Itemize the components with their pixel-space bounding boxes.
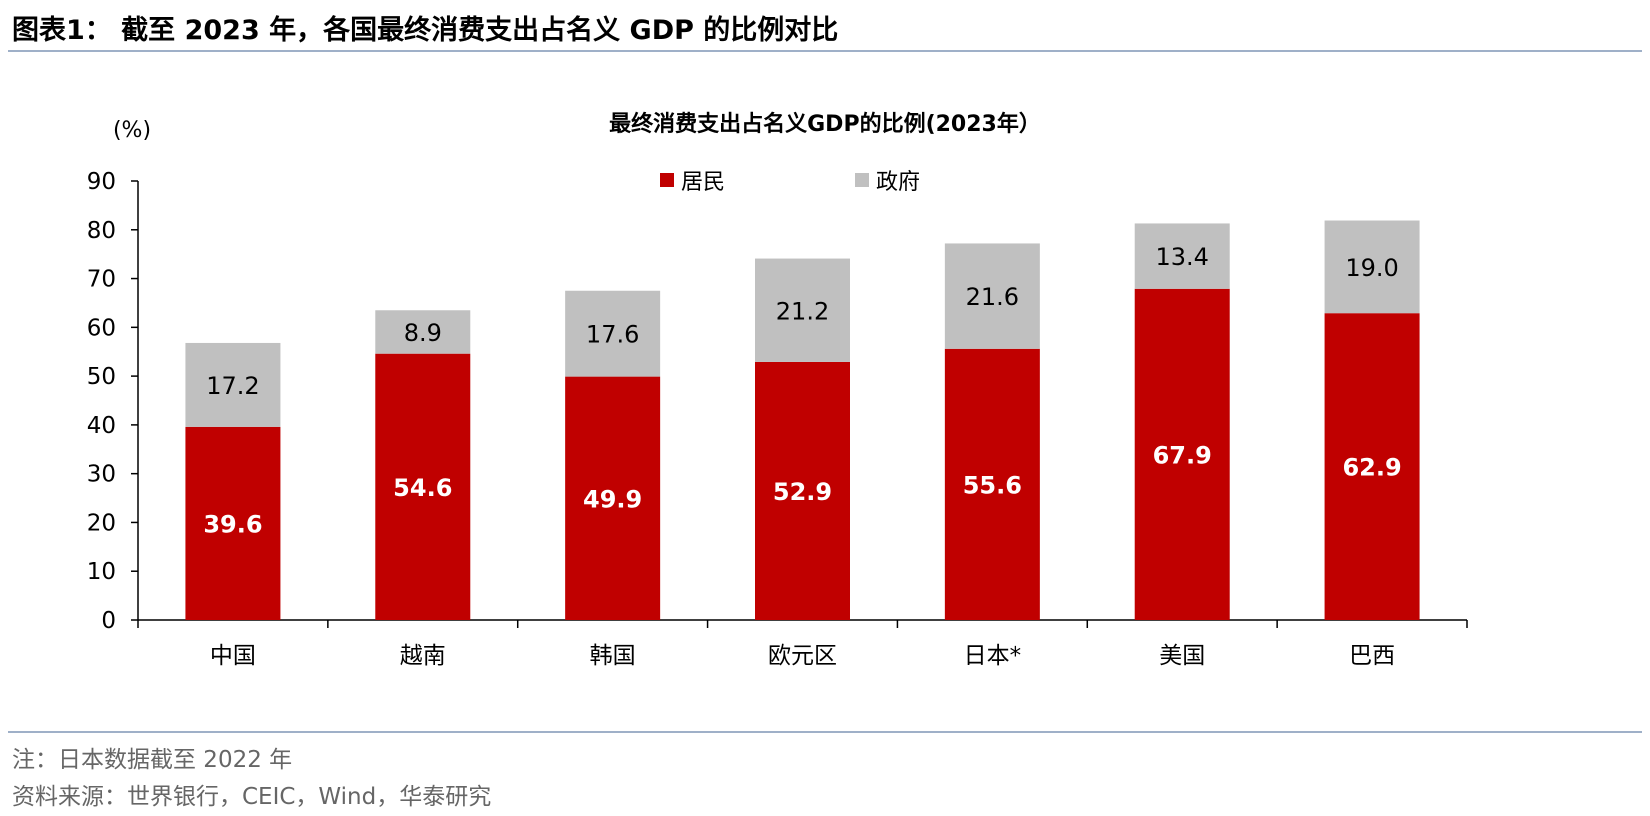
y-tick-label: 60 [87, 315, 116, 341]
bar-household [1134, 288, 1230, 620]
title-divider [8, 50, 1642, 52]
axes: 0 10 20 30 40 50 60 70 80 90 [87, 169, 1468, 634]
data-label-household: 55.6 [963, 471, 1022, 499]
footnote: 注：日本数据截至 2022 年 [12, 747, 293, 773]
source-note: 资料来源：世界银行，CEIC，Wind，华泰研究 [12, 784, 492, 810]
figure-title: 图表1： 截至 2023 年，各国最终消费支出占名义 GDP 的比例对比 [12, 15, 839, 46]
labels: 39.6 17.2 中国 54.6 8.9 越南 49.9 17.6 韩国 52.9 21.2 欧元区… [203, 243, 1401, 669]
bar-household [375, 353, 471, 620]
x-category-label: 欧元区 [768, 643, 837, 669]
y-tick-label: 10 [87, 559, 116, 585]
y-tick-label: 20 [87, 510, 116, 536]
data-label-government: 19.0 [1345, 254, 1398, 282]
x-category-label: 中国 [210, 643, 256, 669]
bar-household [565, 376, 661, 620]
legend-swatch [660, 173, 674, 187]
x-category-label: 日本* [964, 643, 1022, 669]
data-label-household: 49.9 [583, 485, 642, 513]
data-label-government: 13.4 [1155, 243, 1208, 271]
data-label-government: 17.2 [206, 372, 259, 400]
bar-government [1324, 220, 1420, 314]
bar-government [185, 342, 281, 427]
data-label-household: 62.9 [1342, 454, 1401, 482]
x-category-label: 越南 [400, 643, 446, 669]
data-label-government: 17.6 [586, 321, 639, 349]
y-tick-label: 90 [87, 169, 116, 195]
chart-title: 最终消费支出占名义GDP的比例(2023年） [609, 111, 1041, 137]
y-tick-label: 40 [87, 413, 116, 439]
y-tick-label: 70 [87, 267, 116, 293]
bar-government [1134, 223, 1230, 289]
bar-government [375, 310, 471, 354]
y-tick-label: 80 [87, 218, 116, 244]
legend-label: 居民 [681, 170, 725, 195]
data-label-household: 52.9 [773, 478, 832, 506]
legend-label: 政府 [876, 170, 920, 195]
legend: 居民 政府 [660, 170, 920, 195]
bar-government [755, 258, 850, 362]
y-tick-label: 50 [87, 364, 116, 390]
legend-swatch [855, 173, 869, 187]
y-tick-label: 0 [101, 608, 116, 634]
data-label-household: 67.9 [1153, 441, 1212, 469]
bars [185, 220, 1420, 620]
data-label-government: 21.6 [966, 283, 1019, 311]
y-tick-label: 30 [87, 462, 116, 488]
bar-household [755, 361, 850, 620]
x-category-label: 巴西 [1349, 643, 1395, 669]
footer-divider [8, 731, 1642, 733]
stacked-bar-chart: 最终消费支出占名义GDP的比例(2023年） (%) 居民 政府 0 10 20 30 4… [87, 111, 1468, 669]
bar-household [944, 348, 1040, 620]
x-category-label: 美国 [1159, 643, 1205, 669]
x-category-label: 韩国 [590, 643, 636, 669]
data-label-household: 39.6 [203, 510, 262, 538]
bar-household [1324, 313, 1420, 620]
bar-government [565, 290, 661, 377]
data-label-government: 8.9 [404, 319, 442, 347]
data-label-government: 21.2 [776, 297, 829, 325]
bar-government [944, 243, 1040, 349]
bar-household [185, 426, 281, 620]
data-label-household: 54.6 [393, 474, 452, 502]
y-axis-unit-label: (%) [113, 118, 151, 143]
